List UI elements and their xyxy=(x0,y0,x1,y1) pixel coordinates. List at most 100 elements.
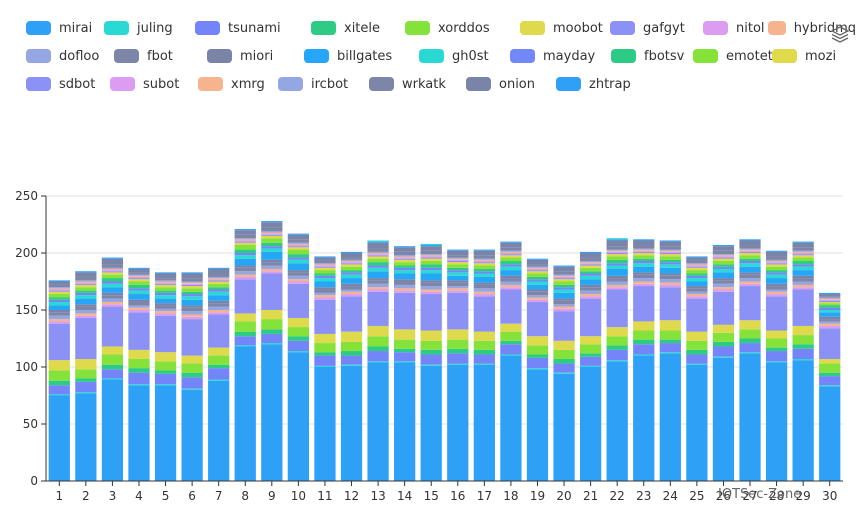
bar-segment-dofloo xyxy=(48,315,70,320)
bar-segment-tsunami xyxy=(659,343,681,353)
bar-segment-gh0st xyxy=(101,283,124,288)
bar-segment-mirai xyxy=(765,362,788,481)
legend-item-zhtrap[interactable]: zhtrap xyxy=(556,76,631,92)
bar-segment-onion xyxy=(819,294,841,297)
bar-segment-hybridmq xyxy=(367,287,389,290)
bar-segment-xorddos xyxy=(659,330,681,340)
legend-item-ircbot[interactable]: ircbot xyxy=(278,76,348,92)
bar-segment-gh0st xyxy=(234,255,256,259)
bar-segment-xitele xyxy=(181,372,203,378)
legend-item-gh0st[interactable]: gh0st xyxy=(419,48,489,64)
legend-item-mozi[interactable]: mozi xyxy=(772,48,836,64)
x-tick-label: 17 xyxy=(477,489,492,503)
bar-segment-zhtrap xyxy=(579,251,602,253)
legend-item-subot[interactable]: subot xyxy=(110,76,179,92)
bar-segment-mozi xyxy=(101,272,124,275)
legend-item-gafgyt[interactable]: gafgyt xyxy=(610,20,685,36)
bar-segment-mayday xyxy=(606,263,628,266)
legend-item-dofloo[interactable]: dofloo xyxy=(26,48,99,64)
bar-segment-xmrg xyxy=(394,256,416,258)
bar-segment-mayday xyxy=(819,307,841,310)
legend-label: ircbot xyxy=(311,76,349,92)
bar-segment-subot xyxy=(287,245,310,247)
bar-segment-dofloo xyxy=(686,291,708,295)
bar-segment-billgates xyxy=(234,258,256,266)
legend-item-xitele[interactable]: xitele xyxy=(311,20,380,36)
bar-segment-tsunami xyxy=(553,363,575,373)
bar-segment-nitol xyxy=(633,283,655,287)
bar-segment-moobot xyxy=(447,329,469,340)
bar-segment-fbot xyxy=(765,286,788,290)
legend-swatch xyxy=(768,21,786,35)
bar-segment-xmrg xyxy=(314,264,336,266)
bar-segment-xitele xyxy=(261,329,283,334)
y-tick-label: 150 xyxy=(15,303,38,317)
bar-segment-sdbot xyxy=(261,234,283,236)
bar-segment-dofloo xyxy=(447,286,469,289)
bar-segment-xorddos xyxy=(48,370,70,381)
bar-segment-billgates xyxy=(659,267,681,274)
x-tick-label: 13 xyxy=(370,489,385,503)
bar-segment-zhtrap xyxy=(420,245,442,247)
bar-segment-hybridmq xyxy=(606,284,628,288)
bar-segment-zhtrap xyxy=(48,280,70,282)
bar-segment-emotet xyxy=(261,238,283,243)
bar-segment-fbot xyxy=(208,303,230,307)
bar-segment-xmrg xyxy=(367,253,389,255)
bar-segment-mayday xyxy=(712,266,735,269)
bar-segment-billgates xyxy=(287,263,310,271)
bar-segment-ircbot xyxy=(500,250,522,252)
legend-swatch xyxy=(772,49,797,63)
bar-segment-emotet xyxy=(287,249,310,255)
legend-item-juling[interactable]: juling xyxy=(104,20,173,36)
legend-item-miori[interactable]: miori xyxy=(207,48,273,64)
legend-swatch xyxy=(304,49,329,63)
bar-segment-xitele xyxy=(208,364,230,369)
bar-segment-mozi xyxy=(261,235,283,239)
legend-item-billgates[interactable]: billgates xyxy=(304,48,392,64)
legend-item-xorddos[interactable]: xorddos xyxy=(405,20,490,36)
bar-segment-sdbot xyxy=(447,260,469,263)
legend-item-hybridmq[interactable]: hybridmq xyxy=(768,20,856,36)
bar-segment-mirai xyxy=(101,379,124,481)
bar-segment-mirai xyxy=(234,346,256,481)
bar-segment-miori xyxy=(314,287,336,290)
bar-segment-miori xyxy=(686,286,708,289)
legend-item-fbot[interactable]: fbot xyxy=(114,48,173,64)
legend-item-tsunami[interactable]: tsunami xyxy=(195,20,281,36)
bar-segment-onion xyxy=(792,242,814,248)
bar-segment-mirai xyxy=(792,360,814,481)
bar-segment-ircbot xyxy=(234,238,256,240)
legend-item-wrkatk[interactable]: wrkatk xyxy=(369,76,446,92)
bar-segment-xorddos xyxy=(261,319,283,330)
legend-label: moobot xyxy=(553,20,603,36)
legend-item-moobot[interactable]: moobot xyxy=(520,20,603,36)
legend-item-emotet[interactable]: emotet xyxy=(693,48,773,64)
legend-item-mayday[interactable]: mayday xyxy=(510,48,595,64)
bar-segment-gafgyt xyxy=(287,283,310,318)
bar-segment-ircbot xyxy=(287,242,310,244)
legend-item-fbotsv[interactable]: fbotsv xyxy=(611,48,684,64)
bar-segment-emotet xyxy=(633,255,655,259)
bar-segment-xitele xyxy=(712,341,735,347)
x-tick-label: 20 xyxy=(556,489,571,503)
bar-segment-nitol xyxy=(367,289,389,292)
bar-segment-fbotsv xyxy=(154,290,177,293)
bar-segment-tsunami xyxy=(526,357,549,369)
x-tick-label: 18 xyxy=(503,489,518,503)
bar-segment-emotet xyxy=(686,270,708,274)
bar-segment-gafgyt xyxy=(447,292,469,330)
bar-segment-hybridmq xyxy=(659,282,681,285)
bar-segment-gh0st xyxy=(75,295,97,299)
legend-item-onion[interactable]: onion xyxy=(466,76,535,92)
bar-segment-dofloo xyxy=(128,305,150,308)
legend-item-xmrg[interactable]: xmrg xyxy=(198,76,265,92)
bar-segment-mayday xyxy=(261,246,283,249)
bar-segment-miori xyxy=(208,300,230,304)
save-as-image-button[interactable] xyxy=(829,24,851,46)
bar-segment-emotet xyxy=(553,281,575,285)
bar-segment-mirai xyxy=(287,352,310,481)
legend-item-mirai[interactable]: mirai xyxy=(26,20,92,36)
legend-item-nitol[interactable]: nitol xyxy=(703,20,765,36)
legend-item-sdbot[interactable]: sdbot xyxy=(26,76,95,92)
